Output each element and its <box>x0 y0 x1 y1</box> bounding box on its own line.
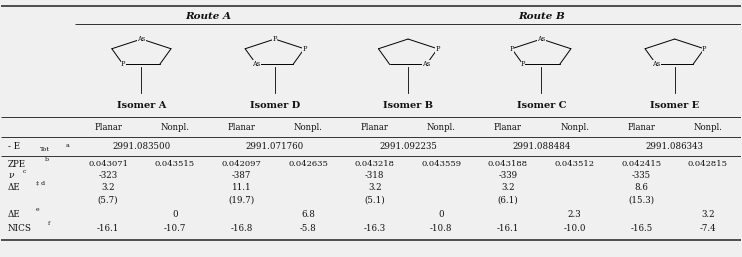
Text: Isomer E: Isomer E <box>650 101 699 110</box>
Text: (6.1): (6.1) <box>498 196 519 205</box>
Text: 2991.083500: 2991.083500 <box>112 142 171 151</box>
Text: 0.042635: 0.042635 <box>288 160 328 168</box>
Text: 3.2: 3.2 <box>368 183 381 192</box>
Text: Nonpl.: Nonpl. <box>294 123 323 132</box>
Text: As: As <box>537 35 545 43</box>
Text: As: As <box>252 60 260 68</box>
Text: -16.3: -16.3 <box>364 224 386 233</box>
Text: 0.043559: 0.043559 <box>421 160 462 168</box>
Text: Planar: Planar <box>627 123 655 132</box>
Text: Isomer B: Isomer B <box>383 101 433 110</box>
Text: -10.7: -10.7 <box>163 224 186 233</box>
Text: -323: -323 <box>99 171 118 180</box>
Text: 3.2: 3.2 <box>501 183 515 192</box>
Text: Route B: Route B <box>518 12 565 21</box>
Text: -5.8: -5.8 <box>300 224 316 233</box>
Text: -335: -335 <box>631 171 651 180</box>
Text: -10.0: -10.0 <box>563 224 586 233</box>
Text: Nonpl.: Nonpl. <box>427 123 456 132</box>
Text: 0.042097: 0.042097 <box>221 160 261 168</box>
Text: P: P <box>521 60 525 68</box>
Text: 2991.088484: 2991.088484 <box>512 142 571 151</box>
Text: 0.043515: 0.043515 <box>154 160 195 168</box>
Text: Isomer D: Isomer D <box>249 101 300 110</box>
Text: 3.2: 3.2 <box>101 183 115 192</box>
Text: -318: -318 <box>365 171 384 180</box>
Text: -339: -339 <box>499 171 518 180</box>
Text: P: P <box>436 45 440 53</box>
Text: Nonpl.: Nonpl. <box>560 123 589 132</box>
Text: As: As <box>422 60 430 68</box>
Text: 6.8: 6.8 <box>301 210 315 219</box>
Text: P: P <box>510 45 514 53</box>
Text: 2991.086343: 2991.086343 <box>646 142 703 151</box>
Text: 3.2: 3.2 <box>701 210 715 219</box>
Text: Planar: Planar <box>94 123 122 132</box>
Text: ΔE: ΔE <box>8 210 21 219</box>
Text: As: As <box>137 35 145 43</box>
Text: 0.042815: 0.042815 <box>688 160 728 168</box>
Text: 2.3: 2.3 <box>568 210 582 219</box>
Text: (5.1): (5.1) <box>364 196 385 205</box>
Text: -10.8: -10.8 <box>430 224 453 233</box>
Text: c: c <box>23 169 27 174</box>
Text: -16.1: -16.1 <box>97 224 119 233</box>
Text: P: P <box>702 45 706 53</box>
Text: Route A: Route A <box>185 12 231 21</box>
Text: P: P <box>272 35 277 43</box>
Text: NICS: NICS <box>8 224 32 233</box>
Text: 0.043218: 0.043218 <box>355 160 395 168</box>
Text: -16.5: -16.5 <box>630 224 652 233</box>
Text: Nonpl.: Nonpl. <box>160 123 189 132</box>
Text: f: f <box>48 221 50 226</box>
Text: e: e <box>36 207 39 212</box>
Text: ΔE: ΔE <box>8 183 21 192</box>
Text: Planar: Planar <box>361 123 389 132</box>
Text: Planar: Planar <box>227 123 255 132</box>
Text: As: As <box>652 60 660 68</box>
Text: 0.042415: 0.042415 <box>621 160 661 168</box>
Text: -387: -387 <box>232 171 251 180</box>
Text: 0: 0 <box>439 210 444 219</box>
Text: Planar: Planar <box>494 123 522 132</box>
Text: ν: ν <box>8 171 13 180</box>
Text: 0.043512: 0.043512 <box>555 160 594 168</box>
Text: 8.6: 8.6 <box>634 183 649 192</box>
Text: 0: 0 <box>172 210 177 219</box>
Text: Isomer A: Isomer A <box>116 101 166 110</box>
Text: (19.7): (19.7) <box>229 196 255 205</box>
Text: Nonpl.: Nonpl. <box>694 123 723 132</box>
Text: -7.4: -7.4 <box>700 224 716 233</box>
Text: (15.3): (15.3) <box>628 196 654 205</box>
Text: a: a <box>64 143 70 148</box>
Text: ZPE: ZPE <box>8 160 26 169</box>
Text: (5.7): (5.7) <box>98 196 119 205</box>
Text: 2991.092235: 2991.092235 <box>379 142 437 151</box>
Text: 0.043071: 0.043071 <box>88 160 128 168</box>
Text: 0.043188: 0.043188 <box>488 160 528 168</box>
Text: -16.1: -16.1 <box>497 224 519 233</box>
Text: P: P <box>302 45 306 53</box>
Text: 11.1: 11.1 <box>232 183 252 192</box>
Text: 2991.071760: 2991.071760 <box>246 142 303 151</box>
Text: ‡ d: ‡ d <box>36 180 45 185</box>
Text: Isomer C: Isomer C <box>516 101 566 110</box>
Text: -16.8: -16.8 <box>230 224 252 233</box>
Text: P: P <box>121 60 125 68</box>
Text: - E: - E <box>8 142 20 151</box>
Text: Tot: Tot <box>40 147 50 152</box>
Text: b: b <box>45 157 49 162</box>
